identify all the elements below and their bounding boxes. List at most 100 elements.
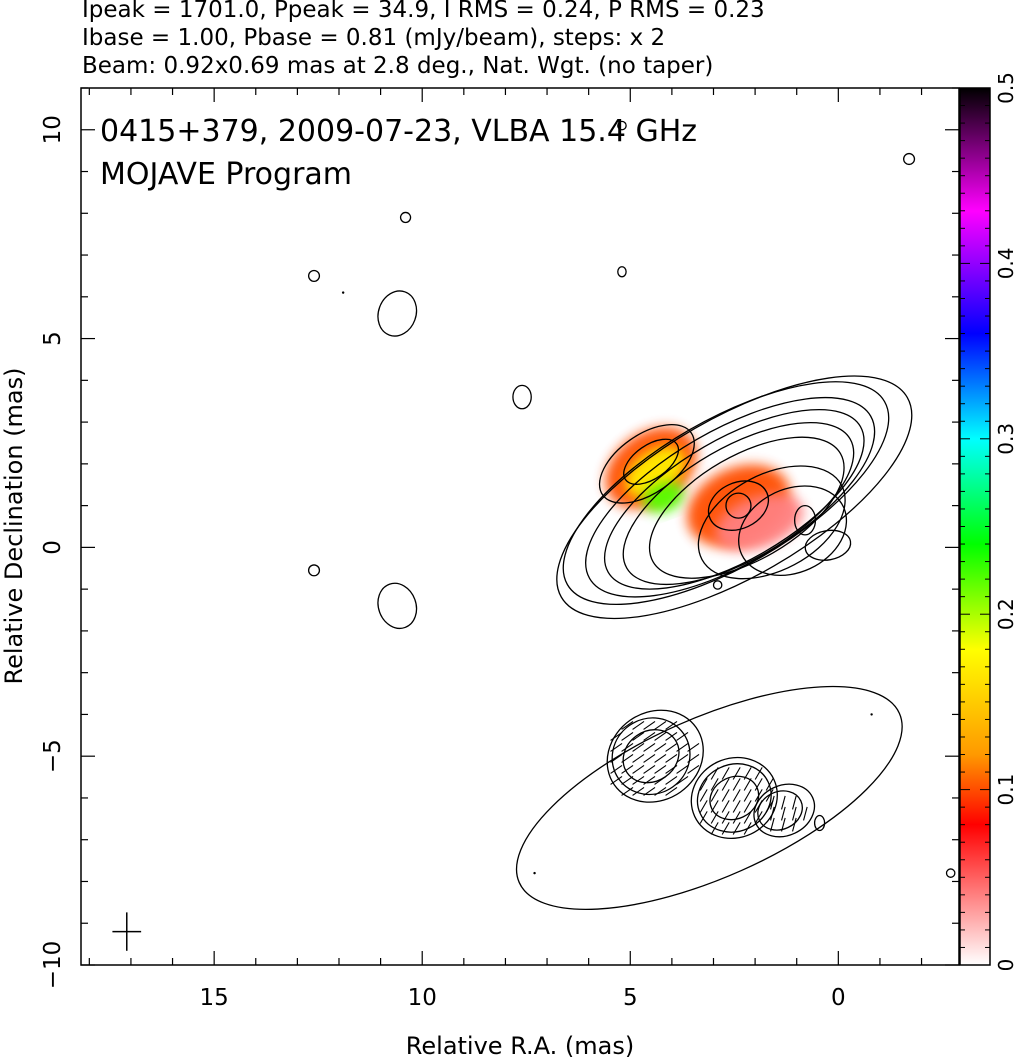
colorbar-tick-label: 0 xyxy=(994,959,1018,972)
evpa-vector xyxy=(721,800,730,813)
evpa-vector xyxy=(732,822,741,835)
contour-top-7 xyxy=(738,485,848,577)
contour-top-23 xyxy=(617,120,627,131)
contour-top-2 xyxy=(585,396,876,598)
evpa-vector xyxy=(743,811,752,824)
x-tick-label: 15 xyxy=(200,985,229,1011)
contour-top-11 xyxy=(725,492,752,519)
contour-top-6 xyxy=(697,465,846,580)
y-axis-label: Relative Declination (mas) xyxy=(0,367,28,684)
evpa-vector xyxy=(632,742,645,752)
evpa-vector xyxy=(770,806,775,821)
evpa-vector xyxy=(676,753,689,763)
evpa-vector xyxy=(643,775,656,785)
x-tick-label: 10 xyxy=(408,985,437,1011)
evpa-vector xyxy=(710,767,719,780)
chart-title: 0415+379, 2009-07-23, VLBA 15.4 GHz xyxy=(100,114,697,149)
evpa-vector xyxy=(699,811,708,824)
evpa-vector xyxy=(687,764,700,774)
evpa-vector xyxy=(654,742,667,752)
evpa-vector xyxy=(803,806,808,821)
y-tick-label: −5 xyxy=(40,739,66,773)
evpa-vector xyxy=(721,789,730,802)
contour-bottom-6 xyxy=(813,814,826,832)
evpa-vector xyxy=(770,795,775,810)
evpa-vector xyxy=(732,767,741,780)
evpa-vector xyxy=(710,778,719,791)
evpa-vector xyxy=(732,811,741,824)
evpa-vector xyxy=(710,800,719,813)
evpa-vector xyxy=(632,764,645,774)
x-tick-label: 5 xyxy=(623,985,638,1011)
evpa-vector xyxy=(665,764,678,774)
evpa-vector xyxy=(643,786,656,796)
evpa-vector xyxy=(754,767,763,780)
evpa-vector xyxy=(765,778,774,791)
evpa-vector xyxy=(610,753,623,763)
evpa-vector xyxy=(676,775,689,785)
colorbar-tick-label: 0.5 xyxy=(994,72,1018,104)
evpa-vector xyxy=(687,742,700,752)
evpa-vector xyxy=(754,811,763,824)
x-axis-label: Relative R.A. (mas) xyxy=(406,1032,634,1060)
evpa-vector xyxy=(654,720,667,730)
evpa-vector xyxy=(754,789,763,802)
contour-bottom-inner-0 xyxy=(606,709,704,803)
y-tick-label: 10 xyxy=(40,115,66,144)
noise-point-2 xyxy=(870,713,873,716)
contour-top-19 xyxy=(399,211,412,224)
evpa-vector xyxy=(676,764,689,774)
contour-top-3 xyxy=(603,408,865,590)
evpa-vector xyxy=(610,764,623,774)
contour-top-22 xyxy=(903,152,916,166)
evpa-vector xyxy=(621,786,634,796)
contour-top-20 xyxy=(617,266,627,278)
evpa-vector xyxy=(743,778,752,791)
contour-bottom-0 xyxy=(515,685,903,911)
contour-bottom-inner-2 xyxy=(753,783,816,838)
evpa-vector xyxy=(721,811,730,824)
chart-subtitle: MOJAVE Program xyxy=(100,157,352,192)
contour-top-14 xyxy=(512,384,532,410)
evpa-vector xyxy=(743,822,752,835)
colorbar-tick-label: 0.3 xyxy=(994,423,1018,455)
evpa-vector xyxy=(792,817,797,832)
evpa-vector xyxy=(621,731,634,741)
evpa-vector xyxy=(632,753,645,763)
evpa-vector xyxy=(654,786,667,796)
evpa-vector xyxy=(621,720,634,730)
evpa-vector xyxy=(710,789,719,802)
evpa-vector xyxy=(676,731,689,741)
evpa-vector xyxy=(792,795,797,810)
evpa-vector xyxy=(643,720,656,730)
pol-intensity-blob-4 xyxy=(715,494,804,551)
evpa-vector xyxy=(699,789,708,802)
evpa-vector xyxy=(665,731,678,741)
evpa-vector xyxy=(665,742,678,752)
contour-top-8 xyxy=(598,424,695,504)
contour-top-9 xyxy=(623,438,680,485)
y-tick-label: −10 xyxy=(40,941,66,990)
contour-top-18 xyxy=(307,564,321,577)
evpa-vector xyxy=(754,778,763,791)
evpa-vector xyxy=(621,775,634,785)
colorbar-tick-label: 0.1 xyxy=(994,774,1018,806)
evpa-vector xyxy=(710,811,719,824)
evpa-vector xyxy=(632,786,645,796)
plot-frame xyxy=(80,87,960,966)
evpa-vector xyxy=(721,778,730,791)
evpa-vector xyxy=(643,742,656,752)
evpa-vector xyxy=(632,775,645,785)
evpa-vector xyxy=(676,742,689,752)
header-line-1: Ipeak = 1701.0, Ppeak = 34.9, I RMS = 0.… xyxy=(82,0,765,23)
evpa-vector xyxy=(770,817,775,832)
evpa-vector xyxy=(710,822,719,835)
evpa-vector xyxy=(643,731,656,741)
evpa-vector xyxy=(610,731,623,741)
evpa-vector xyxy=(732,800,741,813)
evpa-vector xyxy=(781,795,786,810)
evpa-vector xyxy=(643,764,656,774)
x-tick-label: 0 xyxy=(831,985,846,1011)
y-tick-label: 5 xyxy=(40,331,66,346)
contour-top-16 xyxy=(377,582,418,630)
